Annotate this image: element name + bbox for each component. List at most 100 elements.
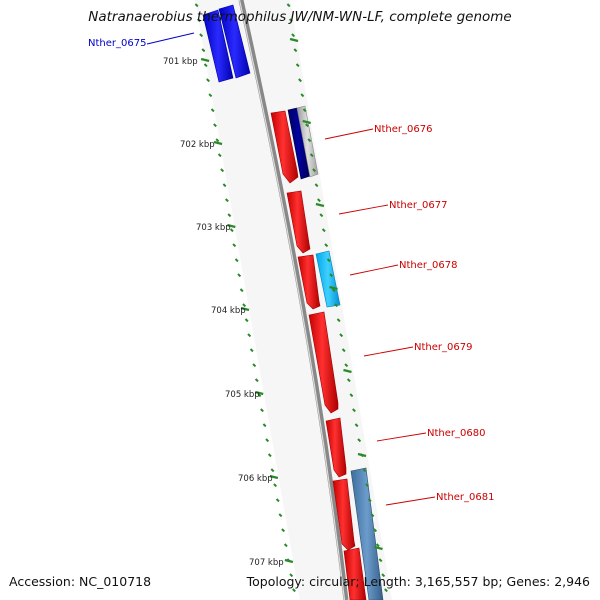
minor-tick: [302, 108, 307, 113]
minor-tick: [292, 588, 296, 593]
gene-label-nther-0676: Nther_0676: [374, 124, 432, 135]
genome-backbone-highlight: [238, 0, 346, 600]
minor-tick: [336, 318, 341, 323]
accession-text: Accession: NC_010718: [9, 574, 152, 589]
minor-tick: [352, 408, 356, 413]
gene-arrow-nther-0675[interactable]: [202, 4, 251, 83]
major-tick: [284, 558, 294, 564]
tick-label-703: 703 kbp: [196, 223, 231, 233]
minor-tick: [201, 48, 206, 53]
minor-tick: [324, 243, 329, 248]
minor-tick: [365, 483, 370, 488]
minor-tick: [265, 438, 270, 443]
gene-label-nther-0681: Nther_0681: [436, 492, 494, 503]
minor-tick: [252, 363, 257, 368]
minor-tick: [208, 93, 213, 98]
minor-tick: [254, 378, 259, 383]
gene-arrow-nther-0679[interactable]: [308, 311, 339, 414]
tick-label-704: 704 kbp: [211, 306, 246, 316]
major-tick: [227, 223, 236, 229]
minor-tick: [334, 303, 339, 308]
minor-tick: [312, 168, 317, 173]
minor-tick: [220, 168, 225, 173]
minor-tick: [341, 348, 346, 353]
minor-tick: [242, 303, 247, 308]
minor-tick: [234, 258, 239, 263]
minor-tick: [203, 63, 208, 68]
minor-tick: [237, 273, 242, 278]
minor-tick: [381, 573, 386, 578]
minor-tick: [257, 393, 262, 398]
minor-tick: [344, 363, 349, 368]
minor-tick: [217, 153, 222, 158]
major-tick: [289, 37, 299, 43]
major-tick: [357, 452, 367, 458]
major-tick: [302, 119, 311, 125]
major-tick: [343, 368, 352, 374]
tick-label-702: 702 kbp: [180, 140, 215, 150]
minor-tick: [267, 453, 272, 458]
genome-title: Natranaerobius thermophilus JW/NM-WN-LF,…: [88, 9, 512, 25]
major-tick: [254, 390, 264, 396]
minor-tick: [339, 333, 344, 338]
minor-tick: [321, 228, 326, 233]
minor-tick: [199, 33, 204, 38]
major-tick: [269, 474, 279, 480]
minor-tick: [291, 33, 296, 38]
minor-tick: [249, 348, 254, 353]
minor-tick: [278, 513, 283, 518]
minor-tick: [283, 543, 288, 548]
gene-arrow-nther-0678[interactable]: [297, 250, 341, 310]
major-tick: [315, 202, 325, 208]
minor-tick: [346, 378, 351, 383]
tick-label-705: 705 kbp: [225, 390, 260, 400]
minor-tick: [210, 108, 215, 113]
minor-tick: [298, 78, 302, 83]
gene-arrow-partial[interactable]: [343, 547, 367, 600]
minor-tick: [281, 528, 286, 533]
minor-tick: [370, 513, 375, 518]
minor-tick: [260, 408, 264, 413]
minor-tick: [232, 243, 237, 248]
minor-tick: [286, 3, 291, 8]
minor-tick: [293, 48, 298, 53]
gene-arrow-nther-0680[interactable]: [325, 417, 347, 478]
genome-summary-text: Topology: circular; Length: 3,165,557 bp…: [246, 574, 590, 589]
minor-tick: [362, 468, 367, 473]
gene-label-nther-0678: Nther_0678: [399, 260, 457, 271]
minor-tick: [349, 393, 354, 398]
minor-tick: [317, 198, 321, 203]
major-tick: [329, 285, 338, 291]
tick-label-706: 706 kbp: [238, 474, 273, 484]
minor-tick: [373, 528, 378, 533]
minor-tick: [196, 18, 201, 23]
minor-tick: [329, 273, 334, 278]
minor-tick: [314, 183, 319, 188]
tick-label-701: 701 kbp: [163, 57, 198, 67]
scale-labels: 701 kbp 702 kbp 703 kbp 704 kbp 705 kbp …: [163, 57, 284, 568]
minor-tick: [229, 228, 234, 233]
minor-tick: [213, 123, 217, 128]
minor-tick: [288, 18, 293, 23]
gene-arrow-nther-0676[interactable]: [270, 105, 319, 184]
minor-tick: [300, 93, 305, 98]
minor-tick: [384, 588, 388, 593]
tick-label-707: 707 kbp: [249, 558, 284, 568]
minor-tick: [319, 213, 324, 218]
minor-tick: [239, 288, 244, 293]
minor-tick: [247, 333, 252, 338]
minor-tick: [331, 288, 336, 293]
gene-label-nther-0680: Nther_0680: [427, 428, 485, 439]
minor-tick: [262, 423, 267, 428]
gene-arrow-nther-0677[interactable]: [286, 190, 311, 254]
minor-tick: [225, 198, 229, 203]
minor-tick: [215, 138, 220, 143]
gene-label-nther-0679: Nther_0679: [414, 342, 472, 353]
gene-label-nther-0677: Nther_0677: [389, 200, 447, 211]
major-tick: [200, 57, 210, 63]
gene-arrow-nther-0681[interactable]: [332, 467, 384, 600]
minor-tick: [206, 78, 210, 83]
genome-backbone: [238, 0, 349, 600]
